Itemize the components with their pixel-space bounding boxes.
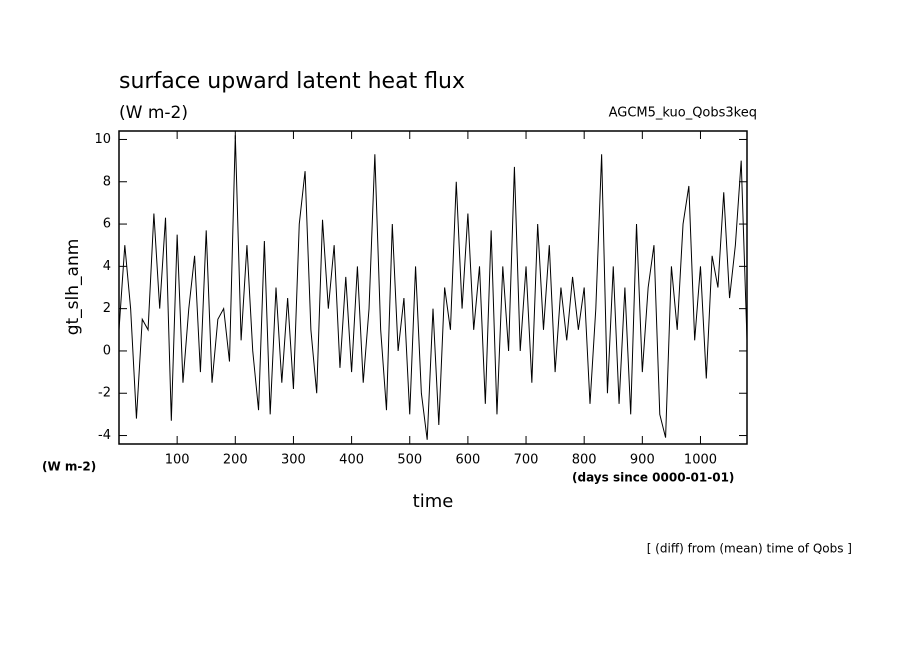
- chart-title: surface upward latent heat flux: [119, 69, 465, 94]
- x-tick-label: 800: [572, 453, 597, 468]
- x-tick-label: 700: [514, 453, 539, 468]
- y-tick-label: -4: [98, 428, 111, 443]
- y-tick-label: 0: [103, 343, 111, 358]
- x-tick-label: 400: [339, 453, 364, 468]
- y-tick-label: 8: [103, 174, 111, 189]
- x-tick-label: 1000: [684, 453, 717, 468]
- x-axis-label: time: [413, 491, 454, 512]
- y-tick-label: 4: [103, 259, 111, 274]
- y-tick-label: -2: [98, 386, 111, 401]
- experiment-label: AGCM5_kuo_Qobs3keq: [609, 106, 757, 121]
- y-axis-label: gt_slh_anm: [63, 239, 83, 336]
- x-tick-label: 900: [630, 453, 655, 468]
- x-tick-label: 200: [223, 453, 248, 468]
- chart-subtitle: (W m-2): [119, 103, 188, 123]
- footnote: [ (diff) from (mean) time of Qobs ]: [647, 542, 852, 556]
- plot-frame: [118, 130, 748, 445]
- y-tick-label: 2: [103, 301, 111, 316]
- x-tick-label: 500: [397, 453, 422, 468]
- x-tick-label: 300: [281, 453, 306, 468]
- y-tick-label: 6: [103, 217, 111, 232]
- y-units: (W m-2): [42, 460, 96, 474]
- data-line: [118, 135, 748, 440]
- y-tick-label: 10: [94, 132, 111, 147]
- x-tick-label: 600: [455, 453, 480, 468]
- x-units: (days since 0000-01-01): [572, 471, 734, 485]
- x-tick-label: 100: [165, 453, 190, 468]
